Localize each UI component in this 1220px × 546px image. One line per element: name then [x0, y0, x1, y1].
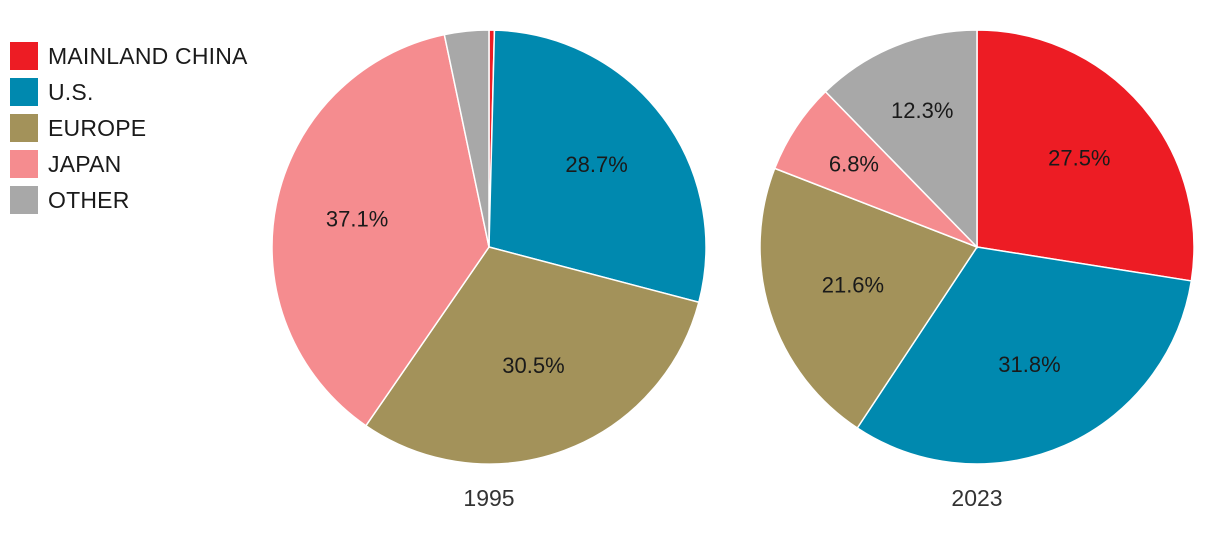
pie-chart-1995: 28.7% 30.5% 37.1% 1995	[271, 29, 707, 511]
slice-label-mainland-china: 27.5%	[1048, 145, 1110, 170]
pie-chart-2023: 27.5% 31.8% 21.6% 6.8% 12.3% 2023	[759, 29, 1195, 511]
legend-label: EUROPE	[48, 114, 147, 141]
pie-slice-u-s	[488, 29, 707, 304]
pie-slice-europe	[364, 246, 700, 465]
slice-label-other: 12.3%	[891, 98, 953, 123]
pie-year-label: 1995	[463, 485, 514, 511]
legend-label: JAPAN	[48, 150, 122, 177]
legend-swatch	[10, 186, 38, 214]
legend-swatch	[10, 78, 38, 106]
slice-label-japan: 37.1%	[326, 206, 388, 231]
slice-label-europe: 21.6%	[822, 272, 884, 297]
legend-swatch	[10, 42, 38, 70]
legend-item-us: U.S.	[10, 74, 248, 110]
slice-label-japan: 6.8%	[829, 151, 879, 176]
pie-slice-japan	[271, 33, 490, 427]
legend-swatch	[10, 114, 38, 142]
pie-year-label: 2023	[951, 485, 1002, 511]
legend-label: MAINLAND CHINA	[48, 42, 248, 69]
legend-label: U.S.	[48, 78, 94, 105]
slice-label-europe: 30.5%	[502, 353, 564, 378]
pie-slice-other	[824, 29, 978, 249]
slice-label-u-s: 28.7%	[565, 152, 627, 177]
pie-slice-u-s	[856, 246, 1193, 465]
legend: MAINLAND CHINA U.S. EUROPE JAPAN OTHER	[10, 38, 248, 218]
slice-label-u-s: 31.8%	[998, 352, 1060, 377]
pie-slice-europe	[759, 167, 979, 430]
pie-slice-other	[443, 29, 490, 248]
pie-slice-mainland-china	[976, 29, 1195, 282]
legend-item-europe: EUROPE	[10, 110, 248, 146]
legend-item-mainland-china: MAINLAND CHINA	[10, 38, 248, 74]
legend-item-other: OTHER	[10, 182, 248, 218]
legend-item-japan: JAPAN	[10, 146, 248, 182]
legend-label: OTHER	[48, 186, 130, 213]
legend-swatch	[10, 150, 38, 178]
